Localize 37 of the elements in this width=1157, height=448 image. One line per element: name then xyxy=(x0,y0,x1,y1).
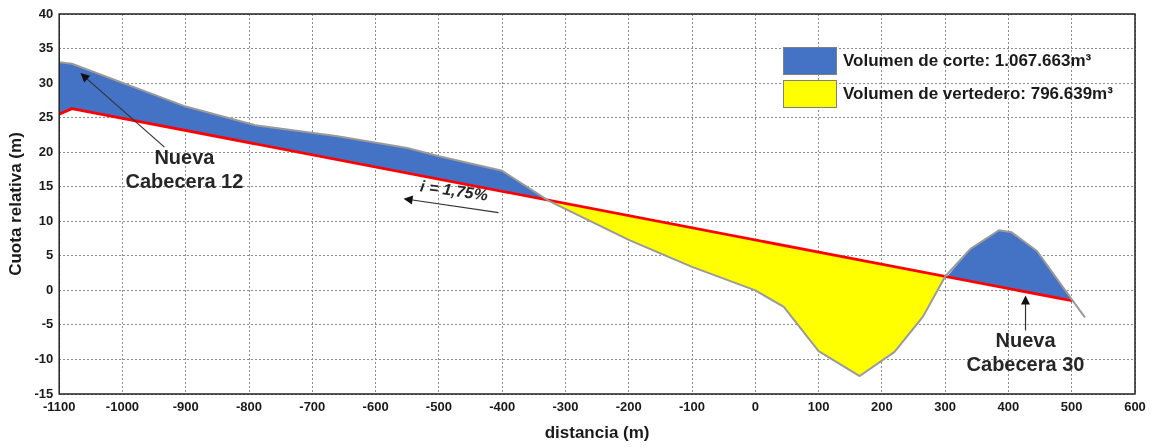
legend-label: Volumen de corte: 1.067.663m³ xyxy=(843,51,1092,71)
y-tick-label: 0 xyxy=(45,281,54,297)
x-tick-label: -900 xyxy=(172,399,199,415)
x-tick-label: -1100 xyxy=(42,399,76,415)
x-tick-label: 100 xyxy=(807,399,830,415)
x-tick-label: -300 xyxy=(552,399,579,415)
x-tick-label: 0 xyxy=(751,399,759,415)
annotation: Nueva Cabecera 30 xyxy=(965,328,1086,377)
y-axis-title: Cuota relativa (m) xyxy=(5,132,25,276)
x-tick-label: -500 xyxy=(425,399,452,415)
legend-label: Volumen de vertedero: 796.639m³ xyxy=(843,84,1113,104)
x-tick-label: -100 xyxy=(679,399,706,415)
y-tick-label: 15 xyxy=(38,178,54,194)
y-tick-label: -10 xyxy=(34,351,54,367)
y-tick-label: 40 xyxy=(38,5,54,21)
y-tick-label: 10 xyxy=(38,212,54,228)
x-tick-label: 400 xyxy=(997,399,1020,415)
x-tick-label: -700 xyxy=(299,399,326,415)
y-tick-label: 20 xyxy=(38,143,54,159)
x-tick-label: -600 xyxy=(362,399,389,415)
x-tick-label: -800 xyxy=(236,399,263,415)
y-tick-label: 25 xyxy=(38,109,54,125)
y-tick-label: -15 xyxy=(34,385,54,401)
annotation: i = 1,75% xyxy=(418,176,489,206)
x-tick-label: 600 xyxy=(1124,399,1146,415)
x-tick-label: 200 xyxy=(871,399,893,415)
x-tick-label: 500 xyxy=(1060,399,1083,415)
x-tick-label: -200 xyxy=(615,399,642,415)
x-axis-title: distancia (m) xyxy=(544,423,650,443)
annotation: Nueva Cabecera 12 xyxy=(124,145,245,194)
x-tick-label: -1000 xyxy=(105,399,140,415)
y-tick-label: 5 xyxy=(45,247,54,263)
x-tick-label: -400 xyxy=(489,399,516,415)
y-tick-label: -5 xyxy=(41,316,54,332)
y-tick-label: 30 xyxy=(38,74,54,90)
x-tick-label: 300 xyxy=(934,399,956,415)
y-tick-label: 35 xyxy=(38,40,54,56)
